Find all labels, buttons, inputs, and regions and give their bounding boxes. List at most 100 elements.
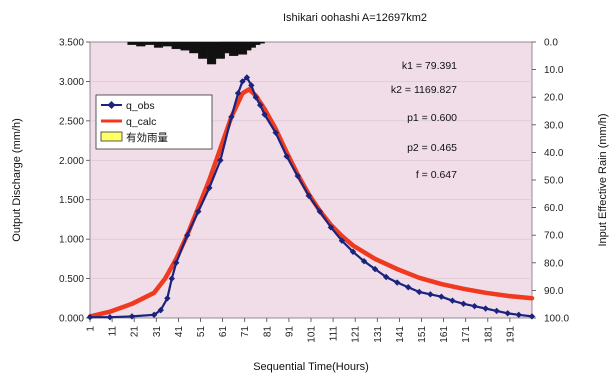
y2-tick-label-3: 30.0: [544, 120, 564, 131]
x-tick-label-13: 131: [373, 326, 384, 343]
legend-label-q-obs: q_obs: [126, 100, 155, 112]
q-obs-point-31: [393, 279, 401, 286]
q-obs-point-22: [294, 172, 301, 180]
q-obs-point-39: [482, 305, 489, 312]
q-obs-point-13: [234, 90, 242, 97]
annotation-2: p1 = 0.600: [407, 112, 457, 124]
x-tick-label-0: 1: [86, 326, 97, 332]
q-obs-point-16: [248, 82, 255, 89]
q-obs-point-40: [493, 307, 500, 315]
q-obs-point-38: [471, 302, 478, 310]
annotation-1: k2 = 1169.827: [391, 84, 457, 96]
q-obs-point-15: [243, 74, 251, 81]
y-tick-label-6: 3.000: [59, 77, 84, 88]
x-tick-label-16: 161: [439, 326, 450, 343]
y2-tick-label-5: 50.0: [544, 176, 564, 187]
chart-title: Ishikari oohashi A=12697km2: [283, 12, 427, 24]
x-axis-ticks: 1 11 21 31 41 51 61 71 81 91 101 111 121 131 141 151 161…: [86, 318, 516, 343]
q-obs-point-29: [371, 265, 379, 273]
q-obs-point-8: [184, 232, 191, 239]
q-obs-point-24: [316, 208, 324, 215]
y-axis-label: Output Discharge (mm/h): [11, 118, 23, 241]
x-tick-label-9: 91: [284, 326, 295, 338]
q-obs-point-41: [504, 310, 511, 317]
x-tick-label-11: 111: [329, 326, 340, 342]
q-obs-point-12: [228, 113, 235, 121]
annotation-3: p2 = 0.465: [407, 142, 457, 154]
q-obs-point-30: [382, 273, 390, 281]
x-tick-label-1: 11: [108, 326, 119, 337]
legend-label-q-calc: q_calc: [126, 116, 156, 128]
q-obs-point-25: [327, 224, 335, 231]
y-tick-label-0: 0.000: [59, 314, 84, 325]
q-obs-point-27: [349, 248, 357, 255]
rain-bar-7: [189, 41, 199, 54]
y-tick-label-2: 1.000: [59, 235, 84, 246]
q-obs-point-3: [150, 311, 158, 319]
x-tick-label-6: 61: [218, 326, 229, 338]
q-obs-point-35: [438, 293, 445, 300]
y-tick-label-3: 1.500: [59, 195, 84, 206]
q-obs-point-21: [283, 153, 290, 160]
rain-bar-9: [206, 41, 217, 65]
y2-tick-label-6: 60.0: [544, 203, 564, 214]
series-layer: [86, 74, 536, 321]
y2-tick-label-0: 0.0: [544, 38, 558, 49]
y2-tick-label-7: 70.0: [544, 231, 564, 242]
q-obs-point-5: [164, 295, 171, 302]
y2-tick-label-10: 100.0: [544, 314, 569, 325]
parameter-annotations: k1 = 79.391 k2 = 1169.827 p1 = 0.600 p2 = 0…: [391, 60, 457, 181]
x-tick-label-2: 21: [130, 326, 141, 338]
y2-tick-label-2: 20.0: [544, 93, 564, 104]
plot-area: [89, 41, 533, 319]
x-tick-label-12: 121: [351, 326, 362, 343]
q-obs-point-11: [217, 157, 224, 164]
legend-marker-q-obs: [107, 101, 116, 109]
q-obs-point-36: [449, 297, 456, 304]
rain-bar-3: [153, 41, 164, 48]
q-obs-point-26: [338, 237, 346, 244]
x-tick-label-3: 31: [152, 326, 163, 338]
rain-bar-6: [180, 41, 190, 51]
y2-tick-label-8: 80.0: [544, 258, 564, 269]
q-obs-point-14: [239, 78, 246, 85]
x-tick-label-17: 171: [461, 326, 472, 343]
q-obs-point-6: [168, 275, 175, 282]
y-tick-label-4: 2.000: [59, 156, 84, 167]
q-obs-point-7: [172, 259, 180, 266]
q-obs-point-9: [195, 208, 202, 215]
x-tick-label-14: 141: [395, 326, 406, 343]
rain-bar-5: [171, 41, 181, 50]
rain-bar-19: [255, 41, 265, 44]
q-obs-point-4: [157, 306, 164, 314]
x-tick-label-15: 151: [417, 326, 428, 343]
legend-label-rain: 有効雨量: [126, 131, 168, 144]
q-obs-point-0: [86, 314, 94, 321]
q-obs-point-28: [360, 258, 368, 265]
q-obs-point-33: [416, 288, 423, 296]
q-obs-point-32: [405, 284, 412, 291]
legend-swatch-rain: [100, 131, 123, 142]
q-obs-point-19: [261, 111, 268, 118]
q-obs-point-34: [427, 291, 434, 298]
q-obs-point-42: [515, 311, 522, 319]
q-obs-point-1: [106, 314, 114, 321]
y2-tick-label-1: 10.0: [544, 65, 564, 76]
y-tick-label-5: 2.500: [59, 116, 84, 127]
y2-axis-label: Input Effective Rain (mm/h): [597, 113, 609, 246]
q-obs-point-17: [252, 94, 259, 101]
y-tick-label-7: 3.500: [59, 38, 84, 49]
x-tick-label-10: 101: [307, 326, 318, 343]
q-obs-point-37: [460, 300, 467, 308]
x-tick-label-4: 41: [174, 326, 185, 338]
x-tick-label-7: 71: [240, 326, 251, 338]
q-obs-point-2: [128, 313, 136, 320]
x-tick-label-5: 51: [196, 326, 207, 338]
q-obs-point-20: [272, 129, 279, 136]
rain-bar-2: [145, 41, 155, 45]
rain-bar-0: [127, 41, 137, 45]
rain-bar-1: [136, 41, 146, 47]
x-tick-label-19: 191: [505, 326, 516, 343]
y2-tick-label-9: 90.0: [544, 286, 564, 297]
